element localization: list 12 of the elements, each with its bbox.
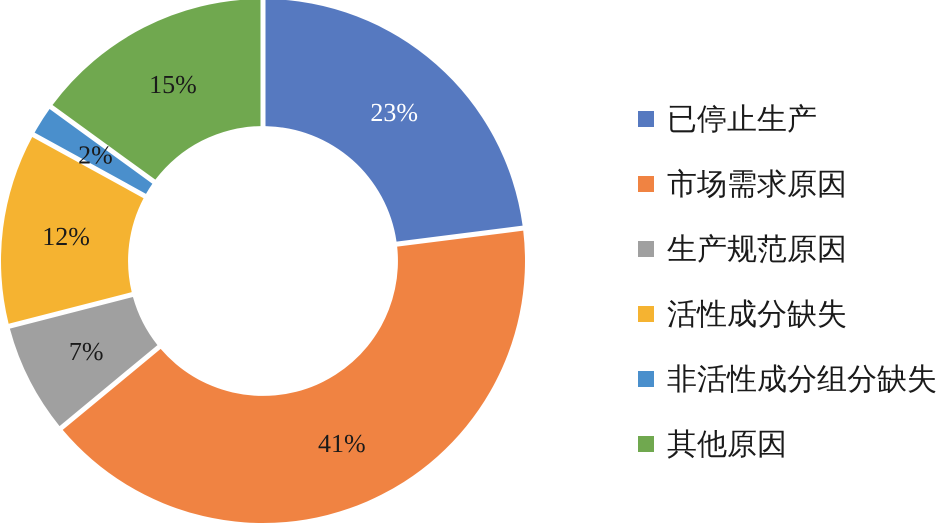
data-label: 7%: [68, 337, 104, 366]
legend-label: 活性成分缺失: [667, 298, 847, 331]
data-label: 23%: [370, 98, 418, 128]
data-label: 15%: [149, 70, 197, 100]
data-label: 41%: [318, 429, 366, 458]
legend-label: 其他原因: [667, 428, 787, 461]
legend-label: 非活性成分组分缺失: [667, 363, 937, 396]
data-label: 2%: [78, 140, 113, 170]
legend-label: 已停止生产: [667, 103, 817, 136]
legend-label: 生产规范原因: [667, 233, 847, 266]
data-label: 12%: [42, 222, 90, 252]
legend-label: 市场需求原因: [667, 168, 847, 201]
